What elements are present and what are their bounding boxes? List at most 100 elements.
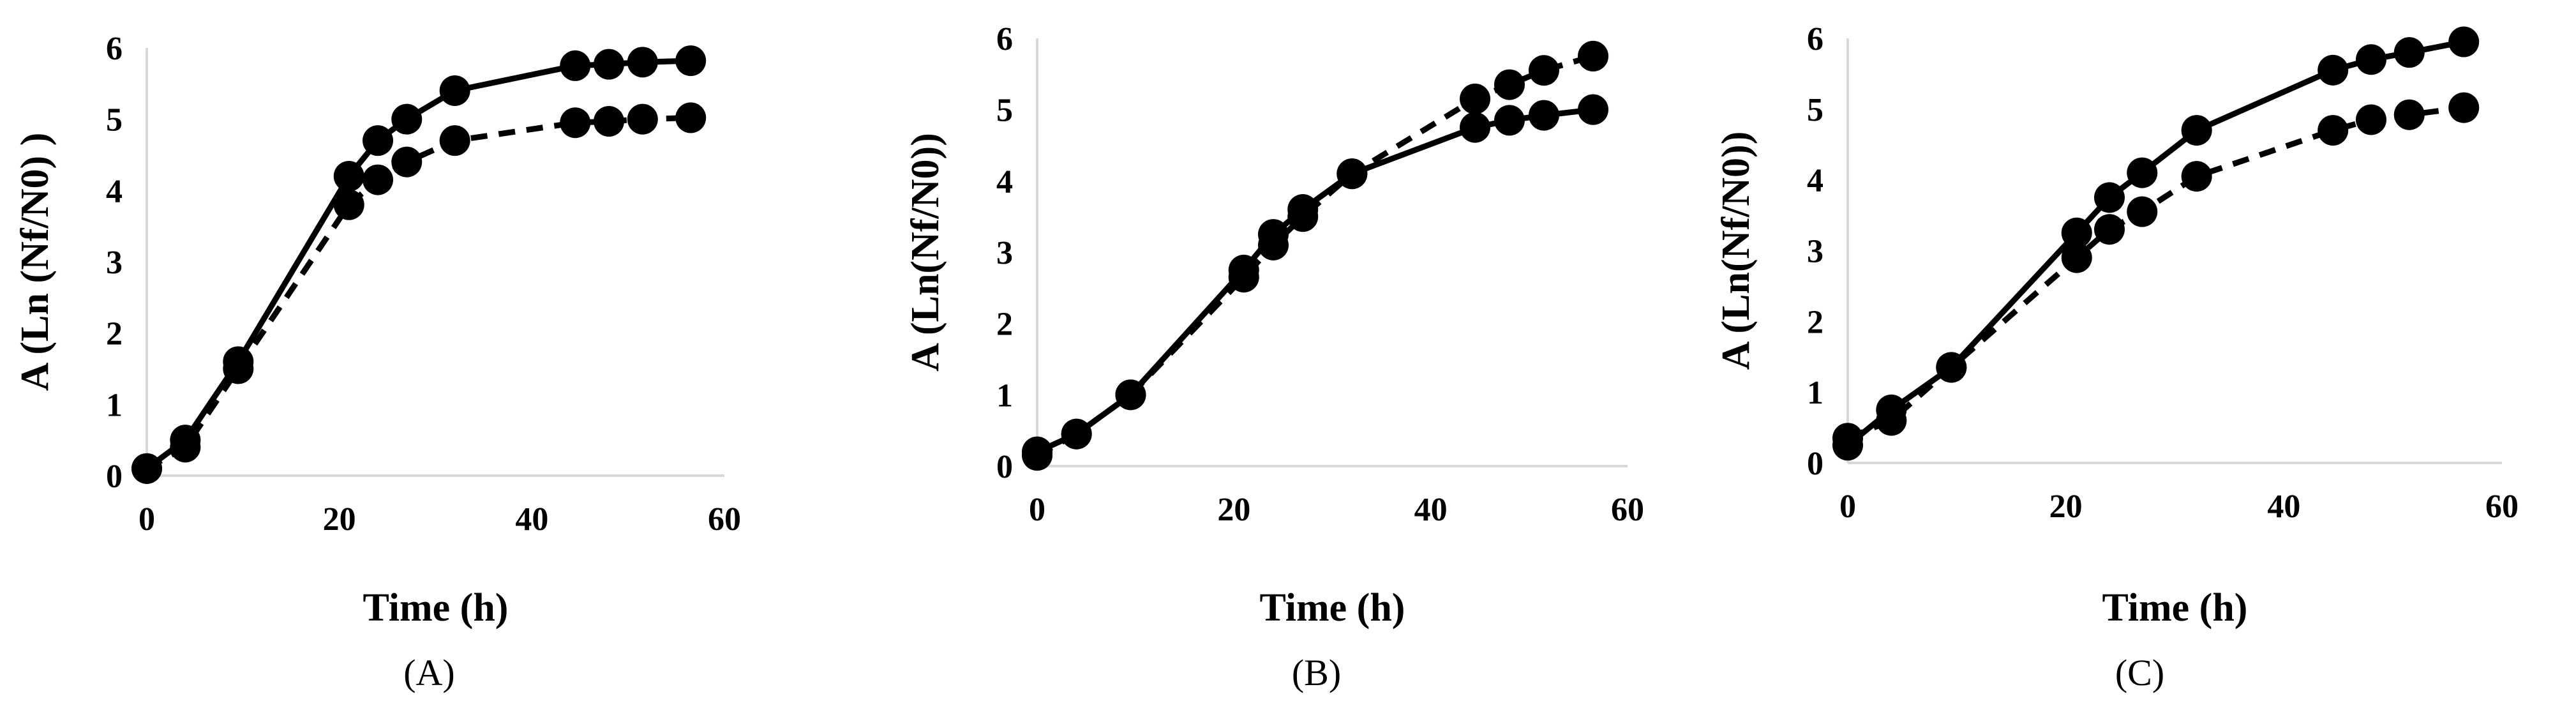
data-point-dashed-b — [1115, 379, 1146, 411]
data-point-dashed-b — [1287, 201, 1319, 232]
series-line-dashed-c — [1846, 105, 2464, 441]
x-tick-label-a: 40 — [515, 501, 548, 538]
x-tick-label-a: 0 — [139, 501, 155, 538]
y-tick-label-a: 0 — [106, 458, 123, 495]
y-tick-label-a: 3 — [106, 245, 123, 281]
data-point-solid-a — [627, 47, 658, 78]
x-axis-title-c: Time (h) — [2102, 586, 2248, 630]
data-point-solid-c — [2393, 37, 2425, 68]
data-point-solid-b — [1494, 105, 1525, 136]
panel-caption-c: (C) — [2115, 652, 2165, 693]
y-tick-label-c: 3 — [1807, 234, 1823, 270]
y-tick-label-a: 6 — [106, 31, 123, 67]
data-point-solid-c — [2061, 217, 2092, 248]
data-point-dashed-c — [2094, 214, 2125, 245]
data-point-solid-c — [2318, 54, 2349, 86]
data-point-dashed-a — [363, 164, 393, 195]
data-point-solid-c — [2356, 44, 2386, 75]
data-point-dashed-b — [1578, 40, 1609, 72]
y-axis-title-a: A (Ln (Nf/N0) ) — [13, 133, 57, 391]
data-point-dashed-c — [2061, 242, 2092, 273]
x-axis-title-a: Time (h) — [363, 586, 509, 630]
x-tick-label-c: 40 — [2267, 488, 2300, 525]
data-point-dashed-b — [1460, 83, 1491, 114]
data-point-solid-a — [391, 103, 423, 135]
data-point-solid-b — [1528, 100, 1559, 131]
data-point-dashed-c — [1876, 405, 1907, 436]
data-point-solid-a — [675, 45, 707, 77]
y-tick-label-a: 2 — [106, 316, 123, 352]
y-tick-label-a: 5 — [106, 102, 123, 139]
x-tick-label-b: 0 — [1029, 492, 1045, 528]
data-point-dashed-b — [1022, 440, 1052, 471]
chart-panel-a: 0 1 2 3 4 5 6 0 20 40 60 Time (h) A (Ln (Nf/N0) ) (A… — [0, 0, 858, 703]
data-point-solid-b — [1578, 94, 1609, 125]
data-point-dashed-c — [2181, 161, 2212, 192]
y-tick-label-b: 3 — [996, 235, 1013, 271]
data-point-solid-c — [2448, 26, 2480, 57]
data-point-solid-a — [594, 49, 624, 80]
y-tick-label-a: 1 — [106, 387, 123, 423]
data-point-solid-c — [2181, 115, 2212, 146]
x-tick-label-c: 20 — [2049, 488, 2083, 525]
chart-panel-b: 0 1 2 3 4 5 6 0 20 40 60 Time (h) A (Ln(Nf/N0)) (B) — [887, 0, 1746, 703]
y-tick-label-c: 6 — [1807, 21, 1823, 57]
data-point-dashed-c — [2356, 104, 2386, 135]
data-point-dashed-a — [333, 189, 364, 220]
y-tick-label-b: 1 — [996, 377, 1013, 414]
data-point-dashed-a — [131, 453, 162, 484]
y-tick-label-b: 0 — [996, 449, 1013, 485]
data-point-solid-c — [2094, 182, 2125, 213]
data-point-solid-a — [363, 125, 393, 156]
x-tick-label-a: 60 — [708, 501, 741, 538]
x-tick-label-b: 60 — [1611, 492, 1644, 528]
data-point-dashed-c — [2127, 196, 2158, 227]
data-point-dashed-a — [627, 103, 658, 135]
panel-caption-b: (B) — [1291, 652, 1342, 693]
y-tick-label-b: 2 — [996, 306, 1013, 343]
y-axis-title-c: A (Ln(Nf/N0)) — [1714, 132, 1758, 370]
data-point-dashed-c — [1936, 352, 1967, 383]
y-tick-label-b: 6 — [996, 21, 1013, 57]
x-axis-title-b: Time (h) — [1260, 586, 1405, 630]
data-point-dashed-c — [2318, 115, 2349, 146]
y-tick-label-a: 4 — [106, 173, 123, 209]
data-point-dashed-a — [675, 102, 707, 133]
data-point-dashed-a — [223, 353, 254, 384]
data-point-dashed-b — [1494, 69, 1525, 100]
series-line-solid-c — [1846, 39, 2465, 448]
x-tick-label-c: 0 — [1839, 488, 1856, 525]
y-tick-label-b: 4 — [996, 163, 1013, 200]
data-point-solid-a — [560, 50, 591, 81]
data-point-dashed-b — [1061, 418, 1092, 450]
data-point-dashed-b — [1228, 262, 1259, 293]
y-tick-label-b: 5 — [996, 93, 1013, 129]
y-axis-title-b: A (Ln(Nf/N0)) — [904, 133, 947, 372]
data-point-dashed-a — [594, 106, 624, 137]
data-point-solid-a — [439, 75, 470, 106]
data-point-dashed-b — [1337, 158, 1368, 190]
data-point-dashed-a — [170, 432, 201, 463]
y-tick-label-c: 0 — [1807, 446, 1823, 482]
data-point-solid-a — [333, 161, 364, 192]
data-point-dashed-b — [1258, 229, 1289, 261]
data-point-dashed-b — [1528, 55, 1559, 86]
data-point-dashed-c — [2448, 92, 2480, 123]
chart-panel-c: 0 1 2 3 4 5 6 0 20 40 60 Time (h) A (Ln(Nf/N0)) (C) — [1711, 0, 2569, 703]
data-point-solid-b — [1460, 112, 1491, 143]
y-tick-label-c: 1 — [1807, 375, 1823, 411]
x-tick-label-b: 40 — [1414, 492, 1448, 528]
data-point-solid-c — [2127, 157, 2158, 188]
data-point-dashed-c — [2393, 99, 2425, 130]
x-tick-label-c: 60 — [2485, 488, 2519, 525]
x-tick-label-b: 20 — [1217, 492, 1250, 528]
data-point-dashed-c — [1832, 423, 1863, 454]
data-point-dashed-a — [391, 146, 423, 178]
y-tick-label-c: 5 — [1807, 92, 1823, 128]
x-tick-label-a: 20 — [323, 501, 356, 538]
data-point-dashed-a — [439, 125, 470, 156]
panel-caption-a: (A) — [403, 652, 455, 693]
